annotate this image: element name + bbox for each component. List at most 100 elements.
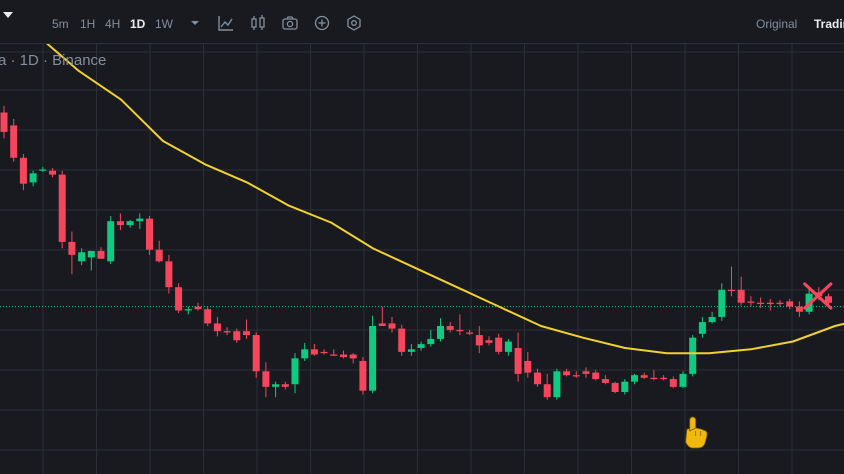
candle-body bbox=[233, 331, 241, 341]
candle-body bbox=[194, 306, 202, 310]
screenshot-icon[interactable] bbox=[281, 14, 299, 32]
candle-body bbox=[291, 358, 299, 385]
candle-body bbox=[359, 360, 367, 391]
candle-body bbox=[243, 331, 250, 336]
candle-body bbox=[718, 289, 726, 317]
candle-body bbox=[592, 372, 600, 380]
candle-body bbox=[611, 382, 619, 393]
candle-body bbox=[0, 112, 8, 132]
candle-body bbox=[310, 349, 318, 355]
candle-body bbox=[252, 335, 260, 372]
candle-body bbox=[475, 335, 483, 346]
candle-body bbox=[155, 249, 163, 262]
candle-body bbox=[165, 261, 173, 288]
candle-body bbox=[563, 371, 571, 376]
candle-body bbox=[786, 301, 794, 307]
candle-body bbox=[281, 384, 289, 387]
candle-body bbox=[757, 302, 765, 305]
candle-body bbox=[213, 323, 221, 332]
chart-legend: a · 1D · Binance bbox=[0, 52, 107, 69]
candle-body bbox=[601, 379, 609, 383]
candle-body bbox=[369, 326, 377, 391]
candle-body bbox=[698, 322, 706, 334]
candle-body bbox=[398, 328, 406, 352]
interval-1h[interactable]: 1H bbox=[80, 17, 96, 31]
candle-body bbox=[223, 331, 231, 333]
candle-type-icon[interactable] bbox=[249, 14, 267, 32]
candle-body bbox=[49, 170, 56, 175]
candle-body bbox=[107, 221, 115, 262]
candle-body bbox=[640, 375, 648, 378]
candle-body bbox=[582, 371, 590, 374]
candle-body bbox=[524, 360, 532, 373]
candle-body bbox=[175, 287, 183, 311]
candle-body bbox=[737, 289, 745, 303]
interval-4h[interactable]: 4H bbox=[105, 17, 121, 31]
candle-body bbox=[621, 381, 629, 393]
candle-body bbox=[514, 348, 522, 374]
candle-body bbox=[446, 326, 454, 330]
candle-body bbox=[728, 289, 735, 292]
moving-average-line bbox=[46, 44, 844, 355]
candle-body bbox=[825, 296, 832, 303]
candle-body bbox=[495, 337, 503, 352]
indicators-icon[interactable] bbox=[217, 14, 235, 32]
candle-body bbox=[184, 309, 192, 311]
candle-body bbox=[504, 341, 512, 352]
candle-body bbox=[87, 250, 95, 258]
candle-body bbox=[58, 174, 66, 242]
candle-body bbox=[388, 323, 396, 329]
candle-body bbox=[340, 354, 347, 358]
candle-body bbox=[320, 351, 328, 354]
settings-icon[interactable] bbox=[345, 14, 363, 32]
interval-5m[interactable]: 5m bbox=[52, 17, 69, 31]
chart-toolbar: 5m 1H 4H 1D 1W Original Tradin bbox=[0, 0, 844, 44]
candle-body bbox=[766, 302, 774, 305]
candle-body bbox=[572, 375, 580, 377]
candle-body bbox=[116, 221, 124, 226]
candle-body bbox=[19, 157, 27, 184]
candle-body bbox=[272, 384, 280, 387]
candle-body bbox=[301, 349, 309, 359]
candle-body bbox=[39, 169, 47, 171]
candle-body bbox=[485, 340, 493, 343]
candle-body bbox=[437, 326, 444, 339]
candle-body bbox=[689, 337, 697, 374]
candle-body bbox=[407, 349, 415, 352]
candle-body bbox=[136, 218, 144, 222]
view-original[interactable]: Original bbox=[756, 17, 798, 31]
candle-body bbox=[10, 125, 18, 158]
candle-body bbox=[456, 329, 464, 332]
candle-body bbox=[466, 332, 474, 334]
candle-body bbox=[330, 354, 338, 356]
candle-body bbox=[534, 372, 541, 385]
interval-1w[interactable]: 1W bbox=[155, 17, 173, 31]
candle-body bbox=[349, 354, 357, 359]
candle-body bbox=[417, 344, 425, 349]
candle-body bbox=[650, 377, 658, 380]
candle-body bbox=[795, 306, 803, 312]
add-icon[interactable] bbox=[313, 14, 331, 32]
candle-body bbox=[97, 250, 105, 259]
candle-body bbox=[378, 323, 386, 327]
candle-body bbox=[669, 379, 677, 387]
candle-body bbox=[126, 221, 134, 226]
view-tradingview[interactable]: Tradin bbox=[814, 17, 844, 31]
candle-body bbox=[747, 301, 755, 303]
candle-body bbox=[68, 241, 76, 255]
candle-body bbox=[553, 371, 561, 398]
more-intervals-caret-icon[interactable] bbox=[186, 14, 204, 32]
candle-body bbox=[631, 375, 638, 382]
symbol-dropdown-caret-icon[interactable] bbox=[3, 12, 13, 18]
candle-body bbox=[543, 384, 551, 398]
candle-body bbox=[29, 173, 37, 183]
candle-body bbox=[78, 252, 86, 262]
candle-body bbox=[262, 371, 270, 387]
interval-1d[interactable]: 1D bbox=[130, 17, 146, 31]
price-chart[interactable] bbox=[0, 44, 844, 474]
sell-signal-x-icon bbox=[803, 282, 833, 310]
chart-area[interactable]: a · 1D · Binance bbox=[0, 44, 844, 474]
buy-signal-hand-pointer-icon bbox=[685, 416, 708, 449]
candle-body bbox=[146, 218, 153, 250]
candle-body bbox=[679, 373, 687, 387]
